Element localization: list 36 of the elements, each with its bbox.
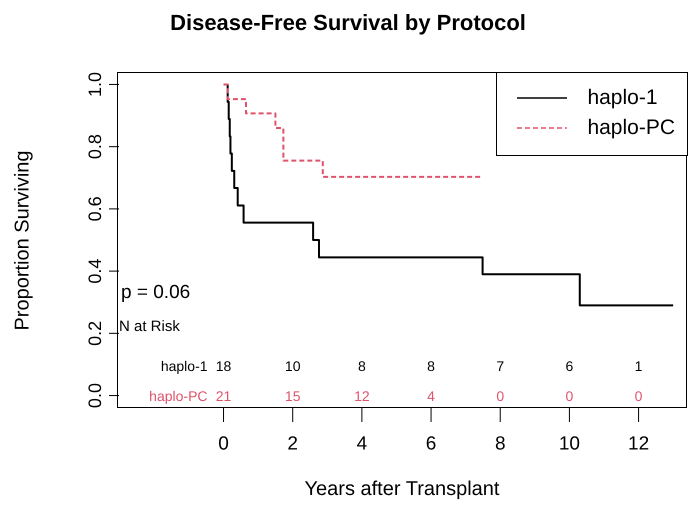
legend-label: haplo-PC bbox=[587, 116, 675, 140]
annotation: 0 bbox=[634, 388, 642, 404]
annotation: 6 bbox=[565, 358, 574, 374]
x-tick-label: 6 bbox=[426, 433, 436, 454]
x-axis-title: Years after Transplant bbox=[304, 478, 500, 501]
annotation: N at Risk bbox=[119, 318, 180, 335]
annotation: 21 bbox=[216, 388, 232, 404]
annotation: 4 bbox=[427, 388, 435, 404]
annotation: 0 bbox=[496, 388, 504, 404]
x-tick-label: 8 bbox=[494, 433, 506, 454]
annotation: 8 bbox=[427, 358, 435, 374]
annotation: 1 bbox=[634, 358, 642, 374]
annotation: 8 bbox=[358, 358, 366, 374]
x-tick-label: 0 bbox=[218, 433, 229, 454]
chart-title: Disease-Free Survival by Protocol bbox=[169, 10, 527, 36]
annotation: 0 bbox=[565, 388, 574, 404]
annotation: haplo-1 bbox=[160, 358, 208, 374]
y-tick-label: 1.0 bbox=[85, 72, 105, 97]
legend-label: haplo-1 bbox=[587, 86, 658, 110]
y-axis-title: Proportion Surviving bbox=[12, 150, 34, 330]
annotation: 10 bbox=[284, 358, 300, 374]
annotation: 12 bbox=[354, 388, 370, 404]
y-tick-label: 0.6 bbox=[85, 196, 105, 222]
y-tick-label: 0.8 bbox=[85, 134, 105, 160]
x-tick-label: 12 bbox=[628, 433, 650, 454]
y-tick-label: 0.0 bbox=[85, 383, 105, 408]
y-tick-label: 0.4 bbox=[85, 258, 105, 284]
x-tick-label: 10 bbox=[558, 433, 580, 454]
annotation: 7 bbox=[496, 358, 504, 374]
annotation: haplo-PC bbox=[149, 388, 208, 404]
x-tick-label: 2 bbox=[287, 433, 298, 454]
annotation: 15 bbox=[284, 388, 300, 404]
annotation: 18 bbox=[216, 358, 232, 374]
y-tick-label: 0.2 bbox=[85, 320, 105, 346]
x-tick-label: 4 bbox=[356, 433, 368, 454]
annotation: p = 0.06 bbox=[121, 282, 190, 304]
